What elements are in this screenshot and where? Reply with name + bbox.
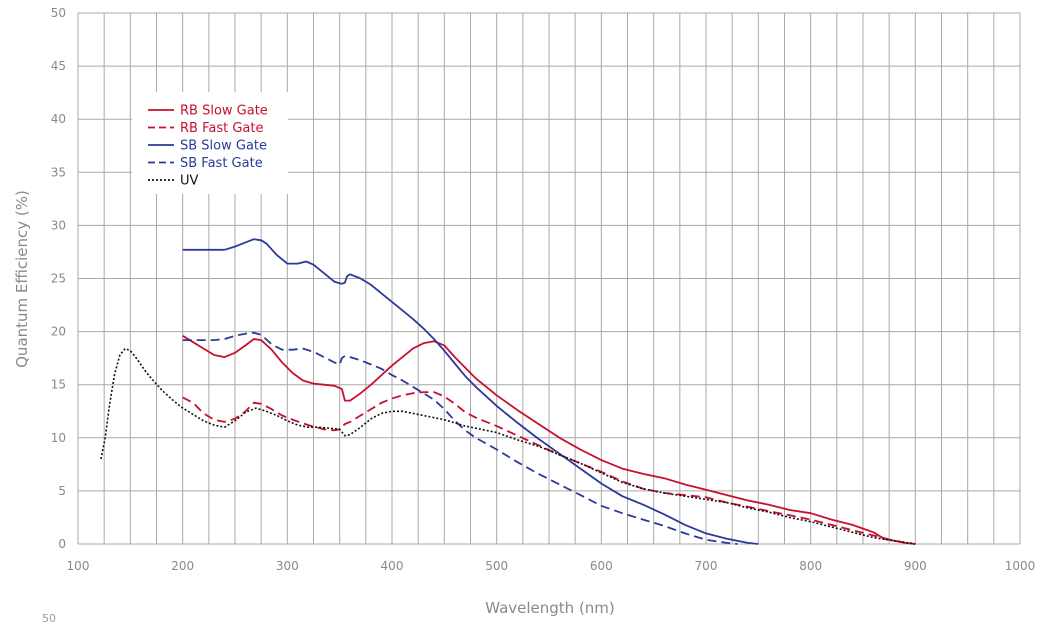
legend: RB Slow Gate RB Fast Gate SB Slow Gate SB F… — [132, 92, 288, 194]
x-tick-label: 600 — [590, 559, 613, 573]
legend-background — [132, 92, 288, 194]
legend-label: RB Fast Gate — [180, 121, 263, 136]
legend-label: SB Slow Gate — [180, 139, 267, 154]
x-tick-label: 500 — [485, 559, 508, 573]
x-tick-label: 100 — [67, 559, 90, 573]
y-tick-label: 45 — [51, 59, 66, 73]
x-tick-label: 900 — [904, 559, 927, 573]
legend-label: UV — [180, 174, 199, 189]
y-tick-label: 15 — [51, 378, 66, 392]
series-line-uv — [100, 347, 916, 545]
stray-tick-label: 50 — [42, 612, 56, 625]
axis-tick-labels: 100 200 300 400 500 600 700 800 900 1000 0 5 10 15 20 2… — [51, 6, 1036, 573]
y-tick-label: 25 — [51, 272, 66, 286]
legend-label: SB Fast Gate — [180, 156, 263, 171]
x-tick-label: 1000 — [1005, 559, 1036, 573]
y-tick-label: 5 — [58, 484, 66, 498]
legend-label: RB Slow Gate — [180, 104, 268, 119]
data-series — [100, 238, 916, 545]
y-tick-label: 20 — [51, 325, 66, 339]
x-tick-label: 700 — [695, 559, 718, 573]
y-tick-label: 35 — [51, 165, 66, 179]
x-tick-label: 300 — [276, 559, 299, 573]
series-line-sb-fast-gate — [182, 331, 738, 545]
x-tick-label: 800 — [799, 559, 822, 573]
y-tick-label: 0 — [58, 537, 66, 551]
series-line-rb-slow-gate — [182, 335, 916, 545]
x-axis-title: Wavelength (nm) — [485, 599, 615, 617]
y-tick-label: 10 — [51, 431, 66, 445]
series-line-sb-slow-gate — [182, 238, 759, 545]
y-tick-label: 50 — [51, 6, 66, 20]
y-axis-title: Quantum Efficiency (%) — [13, 190, 31, 368]
series-line-rb-fast-gate — [182, 391, 916, 545]
y-tick-label: 30 — [51, 218, 66, 232]
x-tick-label: 400 — [381, 559, 404, 573]
x-tick-label: 200 — [171, 559, 194, 573]
y-tick-label: 40 — [51, 112, 66, 126]
